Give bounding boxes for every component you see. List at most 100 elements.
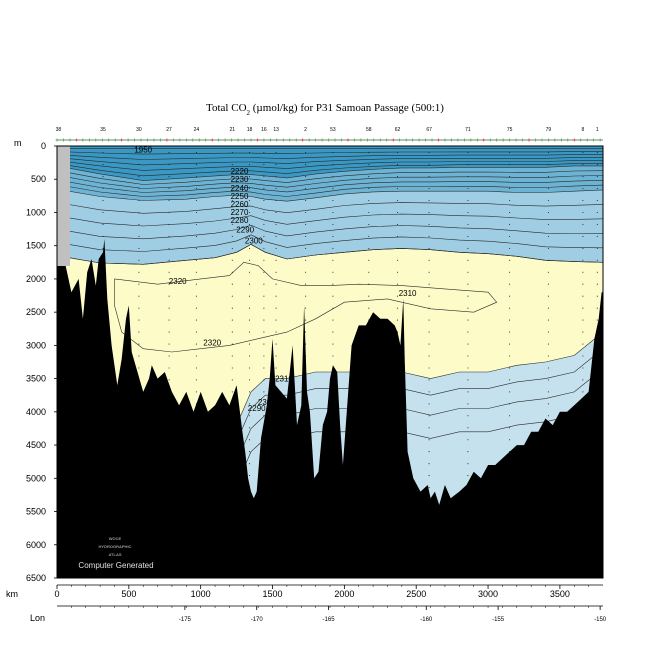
sample-dot (368, 271, 370, 273)
sample-dot (195, 307, 197, 309)
sample-dot (195, 319, 197, 321)
sample-dot (248, 427, 251, 429)
sample-dot (305, 331, 307, 333)
sample-dot (428, 283, 430, 285)
sample-dot (428, 367, 430, 369)
sample-dot (195, 152, 197, 154)
sample-dot (168, 187, 170, 190)
sample-dot (509, 295, 511, 297)
sample-dot (396, 164, 399, 166)
sample-dot (168, 176, 170, 178)
woce-watermark: WOCE HYDROGRAPHIC ATLAS Computer Generat… (78, 536, 153, 570)
sample-dot (467, 343, 469, 345)
sample-dot (547, 307, 549, 309)
sample-dot (509, 211, 511, 214)
sample-dot (263, 331, 265, 333)
sample-dot (275, 307, 277, 309)
station-number-labels: 38 35 30 27 24 21 18 16 13 2 53 58 62 67 71 75 79 8 1 (56, 127, 599, 133)
sample-dot (467, 199, 469, 202)
sample-dot (467, 295, 469, 297)
sample-dot (248, 475, 251, 477)
sample-dot (102, 176, 104, 178)
sample-dot (195, 295, 197, 297)
sample-dot (582, 331, 584, 333)
sample-dot (467, 475, 469, 477)
sample-dot (248, 199, 251, 202)
sample-dot (428, 355, 430, 357)
sample-dot (248, 187, 251, 190)
sample-dot (168, 223, 170, 225)
sample-dot (263, 247, 265, 249)
km-tick-label: 500 (121, 589, 136, 599)
station-number: 53 (330, 127, 336, 133)
sample-dot (305, 223, 307, 225)
sample-dot (248, 391, 251, 393)
station-number: 27 (166, 127, 172, 133)
plot-area: 1950222022302240225022602270228022902300… (57, 146, 603, 578)
sample-dot (231, 176, 233, 178)
sample-dot (467, 355, 469, 357)
sample-dot (138, 367, 140, 369)
sample-dot (138, 295, 140, 297)
sample-dot (582, 307, 584, 309)
sample-dot (168, 355, 170, 357)
contour-line (57, 188, 603, 202)
sample-dot (547, 235, 549, 237)
depth-tick-label: 5000 (26, 473, 46, 483)
sample-dot (102, 187, 104, 190)
sample-dot (509, 379, 511, 381)
sample-dot (168, 259, 170, 261)
sample-dot (138, 235, 140, 237)
sample-dot (332, 259, 334, 261)
sample-dot (263, 271, 265, 273)
sample-dot (582, 199, 584, 202)
sample-dot (275, 271, 277, 273)
contour-label: 2240 (231, 184, 249, 193)
sample-dot (275, 283, 277, 285)
contour-label: 2280 (231, 216, 249, 225)
sample-dot (275, 259, 277, 261)
sample-dot (582, 271, 584, 273)
sample-dot (248, 271, 251, 273)
sample-dot (509, 439, 511, 441)
sample-dot (428, 463, 430, 465)
sample-dot (467, 307, 469, 309)
contour-label: 1950 (134, 146, 152, 155)
sample-dot (332, 247, 334, 249)
sample-dot (467, 331, 469, 333)
sample-dot (509, 307, 511, 309)
sample-dot (467, 403, 469, 405)
station-number: 71 (465, 127, 471, 133)
bathymetry (57, 239, 603, 578)
sample-dot (138, 176, 140, 178)
sample-dot (467, 176, 469, 178)
sample-dot (168, 164, 170, 166)
depth-tick-label: 5500 (26, 507, 46, 517)
sample-dot (368, 211, 370, 214)
km-tick-label: 3000 (478, 589, 498, 599)
sample-dot (263, 319, 265, 321)
sample-dot (263, 307, 265, 309)
lon-axis-ticks: -175 -170 -165 -160 -155 -150 (71, 606, 607, 623)
sample-dot (102, 223, 104, 225)
depth-axis-ticks: 0 500 1000 1500 2000 2500 3000 3500 4000 4500 5000… (26, 141, 57, 583)
sample-dot (368, 152, 370, 154)
sample-dot (582, 235, 584, 237)
sample-dot (582, 164, 584, 166)
sample-dot (368, 187, 370, 190)
contour-line (57, 179, 603, 193)
sample-dot (428, 307, 430, 309)
contour-label: 2250 (231, 192, 249, 201)
sample-dot (275, 164, 277, 166)
sample-dot (509, 415, 511, 417)
lon-tick-label: -175 (179, 617, 192, 623)
station-number: 18 (247, 127, 253, 133)
sample-dot (428, 247, 430, 249)
sample-dot (168, 271, 170, 273)
sample-dot (582, 176, 584, 178)
sample-dot (596, 319, 598, 321)
sample-dot (582, 152, 584, 154)
contour-line (57, 157, 603, 166)
sample-dot (263, 367, 265, 369)
sample-dot (332, 164, 334, 166)
